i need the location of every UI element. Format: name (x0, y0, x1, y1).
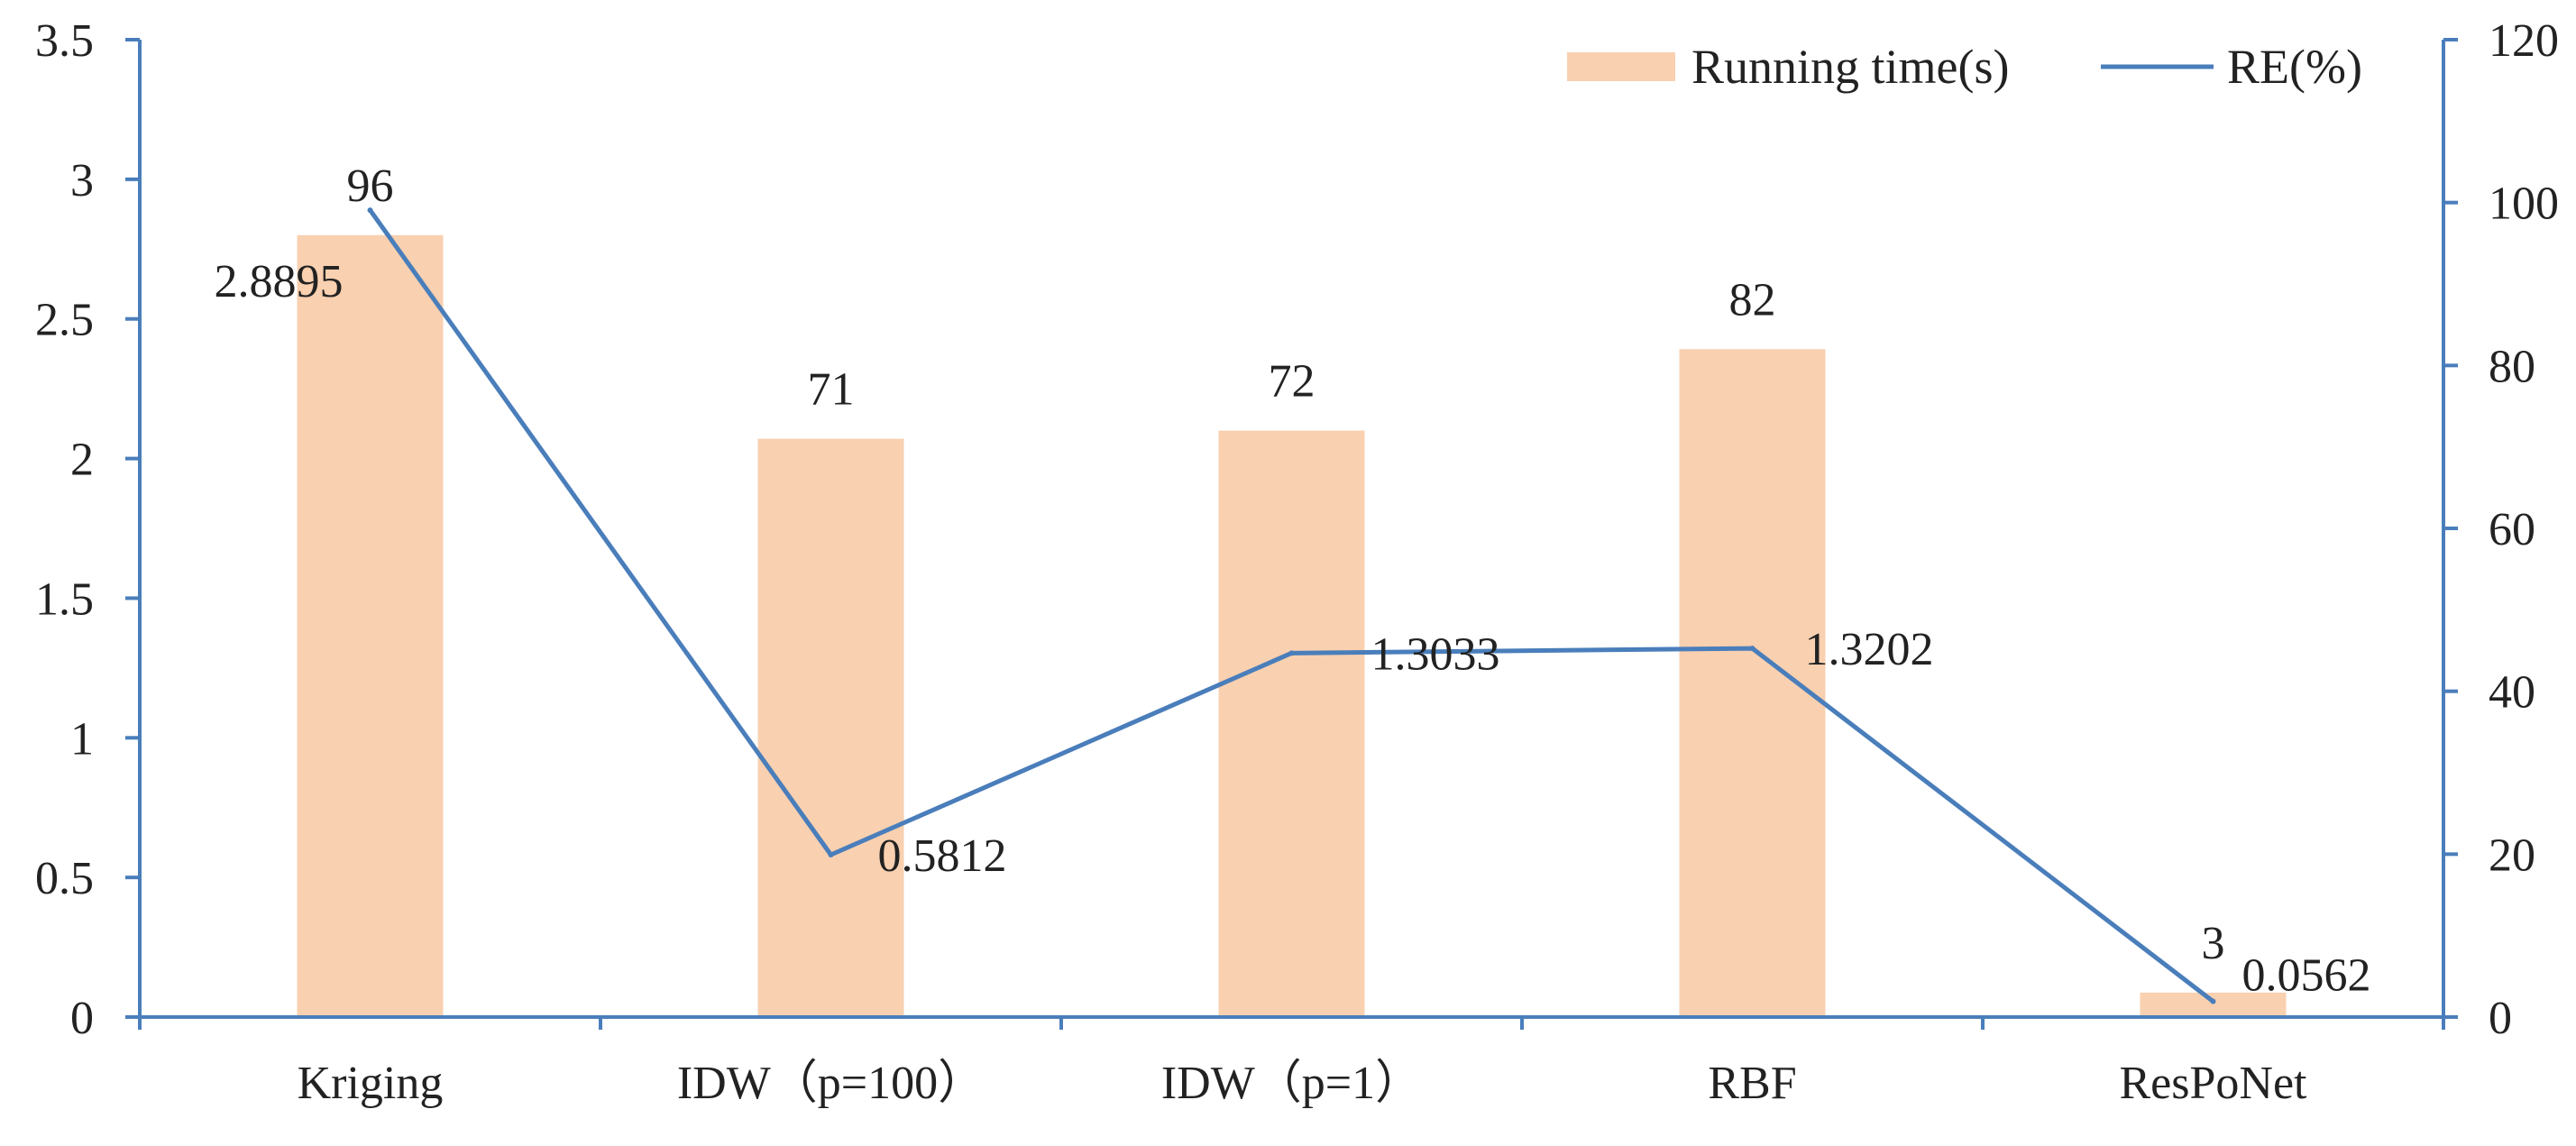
right-tick-label: 100 (2489, 179, 2559, 230)
bar-3 (1218, 430, 1365, 1018)
bar-data-label: 72 (1269, 356, 1316, 408)
x-tick-label: IDW（p=100） (677, 1058, 985, 1109)
line-point-3 (1288, 650, 1295, 656)
left-tick-label: 0.5 (35, 853, 94, 904)
line-data-label: 0.0562 (2242, 950, 2371, 1002)
bar-data-label: 71 (808, 364, 855, 416)
bar-4 (1679, 349, 1826, 1017)
line-point-4 (1749, 646, 1756, 652)
line-data-label: 1.3033 (1371, 628, 1500, 680)
right-tick-label: 20 (2489, 830, 2535, 881)
left-tick-label: 2.5 (35, 295, 94, 346)
line-point-2 (828, 851, 834, 857)
x-tick-label: RBF (1708, 1058, 1796, 1109)
left-tick-label: 2 (70, 435, 94, 486)
legend-line-label: RE(%) (2227, 40, 2362, 94)
x-tick-label: IDW（p=1） (1161, 1058, 1422, 1109)
left-tick-label: 1.5 (35, 573, 94, 625)
left-tick-label: 3.5 (35, 15, 94, 67)
left-tick-label: 0 (70, 993, 94, 1044)
left-tick-label: 1 (70, 713, 94, 765)
bar-5 (2140, 992, 2287, 1017)
bar-data-label: 96 (347, 160, 394, 212)
right-tick-label: 0 (2489, 993, 2512, 1044)
right-tick-label: 80 (2489, 341, 2535, 392)
legend-bar-label: Running time(s) (1691, 40, 2009, 94)
bar-data-label: 3 (2202, 918, 2225, 969)
line-point-1 (367, 207, 373, 214)
right-tick-label: 60 (2489, 504, 2535, 555)
line-data-label: 1.3202 (1805, 624, 1934, 675)
x-tick-label: ResPoNet (2120, 1058, 2308, 1109)
x-tick-label: Kriging (298, 1058, 444, 1109)
right-tick-label: 120 (2489, 15, 2559, 67)
bar-data-label: 82 (1729, 274, 1776, 325)
left-tick-label: 3 (70, 155, 94, 206)
bar-2 (757, 438, 904, 1018)
right-tick-label: 40 (2489, 667, 2535, 719)
line-data-label: 0.5812 (878, 830, 1007, 882)
line-point-5 (2210, 998, 2216, 1004)
line-data-label: 2.8895 (215, 256, 344, 307)
bar-1 (297, 234, 444, 1017)
legend-bar-swatch (1567, 52, 1675, 81)
